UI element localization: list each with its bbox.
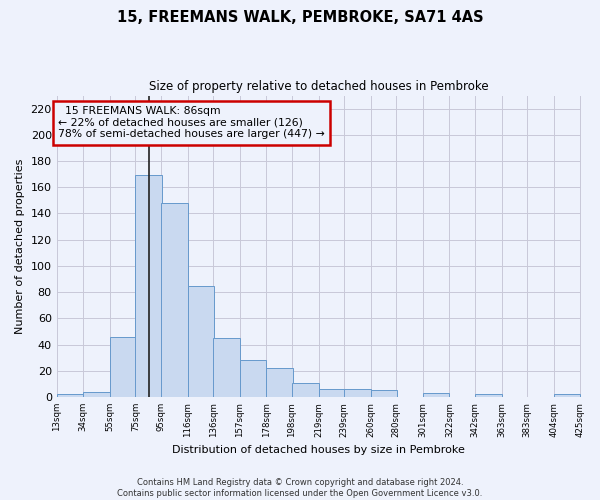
Bar bbox=[110, 336, 137, 397]
Bar bbox=[554, 394, 580, 397]
Text: Contains HM Land Registry data © Crown copyright and database right 2024.
Contai: Contains HM Land Registry data © Crown c… bbox=[118, 478, 482, 498]
Bar bbox=[319, 389, 345, 397]
Bar bbox=[56, 394, 83, 397]
Bar bbox=[240, 360, 266, 397]
X-axis label: Distribution of detached houses by size in Pembroke: Distribution of detached houses by size … bbox=[172, 445, 466, 455]
Bar bbox=[475, 394, 502, 397]
Bar bbox=[423, 393, 449, 397]
Bar bbox=[136, 176, 162, 397]
Bar bbox=[266, 368, 293, 397]
Text: 15, FREEMANS WALK, PEMBROKE, SA71 4AS: 15, FREEMANS WALK, PEMBROKE, SA71 4AS bbox=[116, 10, 484, 25]
Bar bbox=[161, 203, 188, 397]
Bar bbox=[292, 382, 319, 397]
Bar bbox=[371, 390, 397, 397]
Title: Size of property relative to detached houses in Pembroke: Size of property relative to detached ho… bbox=[149, 80, 488, 93]
Bar bbox=[213, 338, 240, 397]
Y-axis label: Number of detached properties: Number of detached properties bbox=[15, 158, 25, 334]
Bar bbox=[83, 392, 110, 397]
Text: 15 FREEMANS WALK: 86sqm
← 22% of detached houses are smaller (126)
78% of semi-d: 15 FREEMANS WALK: 86sqm ← 22% of detache… bbox=[58, 106, 325, 139]
Bar bbox=[344, 389, 371, 397]
Bar bbox=[188, 286, 214, 397]
